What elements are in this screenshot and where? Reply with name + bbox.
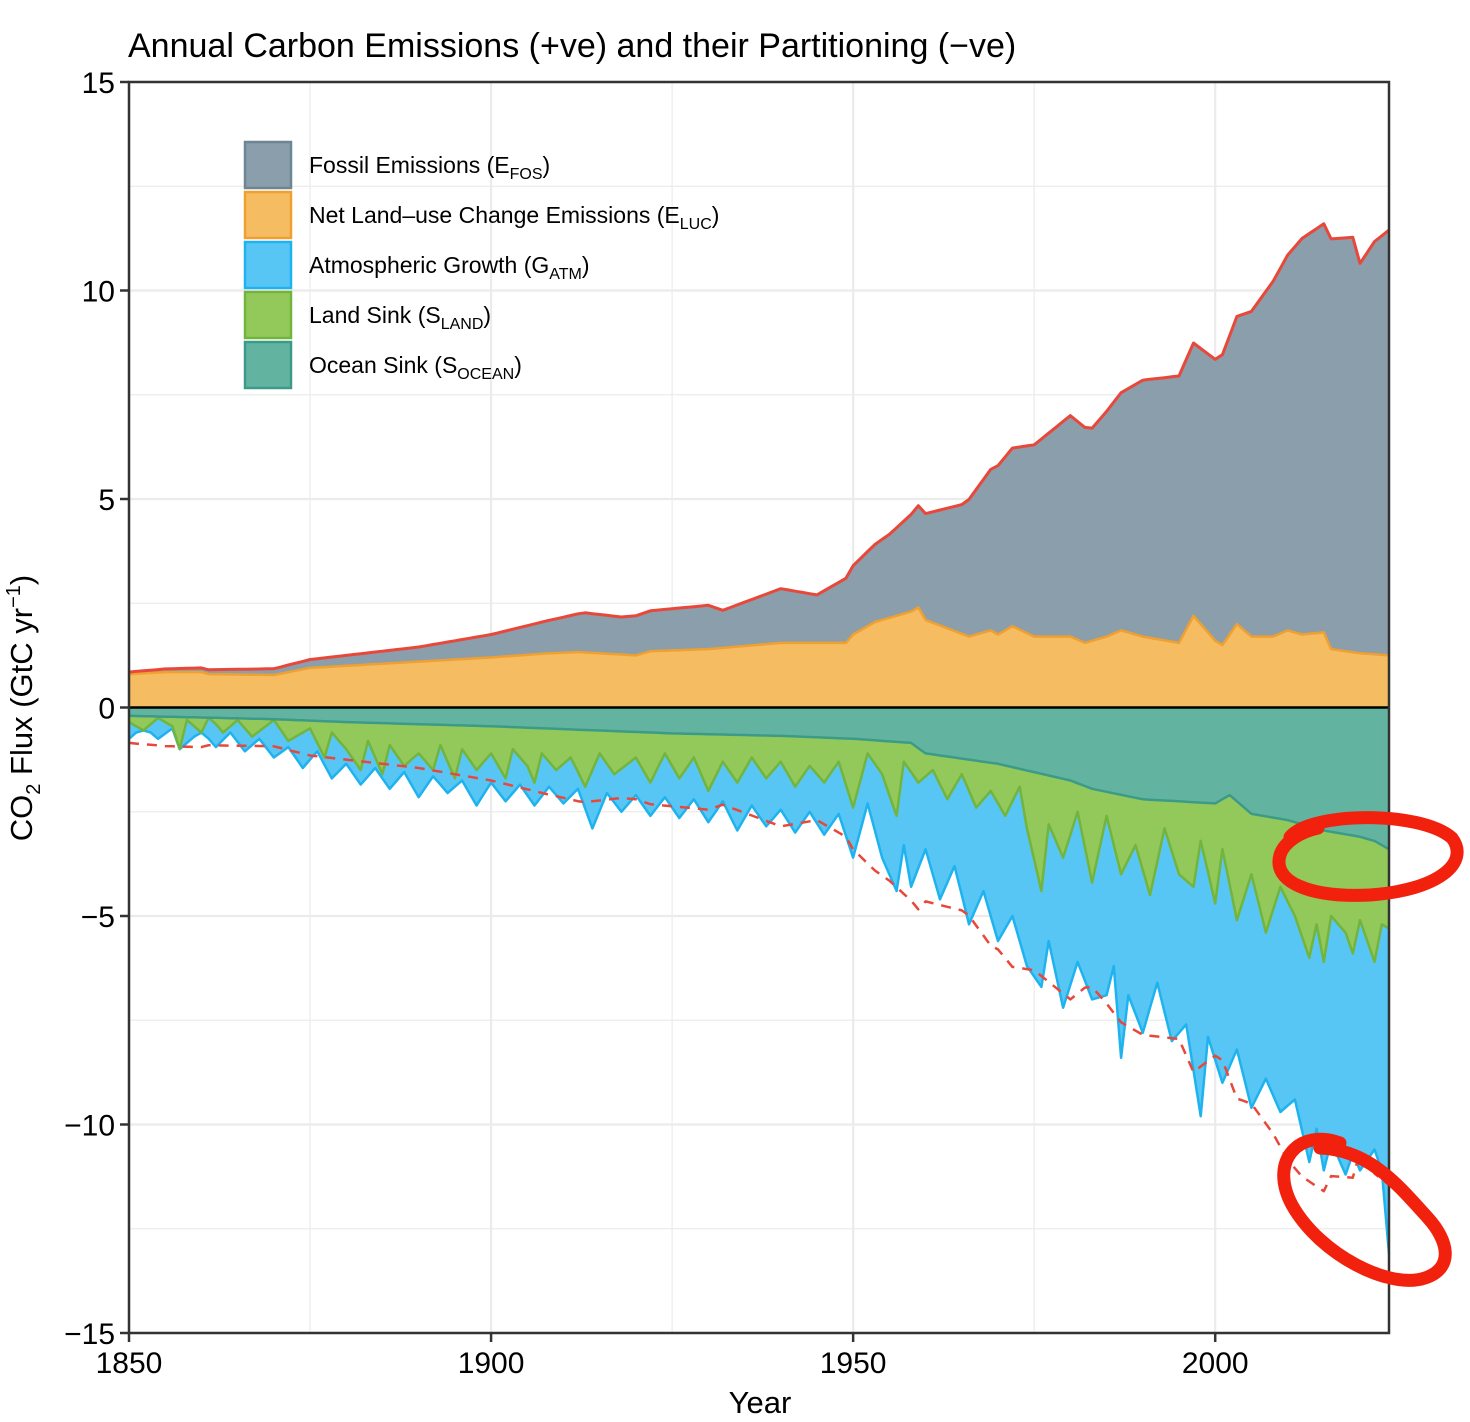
series-lines [128,222,1391,1254]
area-eluc [129,607,1389,708]
legend-label-close: ) [582,252,590,278]
legend-label-close: ) [712,202,720,228]
red-circle-ocean-sink [1272,811,1464,902]
legend: Fossil Emissions (EFOS)Net Land–use Chan… [243,140,719,390]
legend-label-close: ) [483,302,491,328]
y-tick-label: 10 [82,276,115,309]
line-sland-edge [128,716,1390,964]
legend-label-sub: FOS [510,166,543,183]
x-tick-label: 1950 [820,1347,887,1380]
legend-label-sland: Land Sink (SLAND) [309,302,491,333]
legend-label-gatm: Atmospheric Growth (GATM) [309,252,590,283]
area-sland [129,715,1389,962]
area-gatm [129,717,1389,1254]
legend-label-efos: Fossil Emissions (EFOS) [309,152,550,183]
stacked-areas [129,223,1389,1254]
y-tick-label: −15 [64,1318,115,1351]
legend-label-sub: ATM [549,266,582,283]
legend-label-eluc: Net Land–use Change Emissions (ELUC) [309,202,719,233]
legend-label-sub: LUC [680,216,712,233]
annotation-red-circles [1272,811,1464,1287]
legend-label-text: Ocean Sink (S [309,352,457,378]
line-total-emissions [128,222,1390,674]
legend-label-text: Fossil Emissions (E [309,152,510,178]
x-tick-label: 1850 [96,1347,163,1380]
y-axis-label-mid: Flux (GtC yr [4,608,39,784]
legend-swatch-socean [243,340,293,390]
y-axis-label-pre: CO [4,795,39,842]
chart-title: Annual Carbon Emissions (+ve) and their … [128,27,1016,65]
legend-label-text: Land Sink (S [309,302,441,328]
legend-swatch-gatm [243,240,293,290]
y-axis-label: CO2 Flux (GtC yr−1) [3,575,45,841]
y-tick-label: −5 [81,901,115,934]
y-axis-label-post: ) [4,575,39,585]
x-tick-label: 2000 [1182,1347,1249,1380]
y-tick-label: 0 [98,693,115,726]
area-socean [129,707,1389,850]
y-tick-label: −10 [64,1110,115,1143]
legend-label-close: ) [514,352,522,378]
line-gatm-edge [128,727,1391,1254]
line-socean-edge [128,714,1390,851]
area-efos [129,223,1389,676]
legend-label-text: Net Land–use Change Emissions (E [309,202,680,228]
legend-label-sub: LAND [441,316,484,333]
y-tick-label: 15 [82,67,115,100]
legend-label-sub: OCEAN [457,366,514,383]
legend-label-socean: Ocean Sink (SOCEAN) [309,352,522,383]
line-eluc-edge [128,606,1390,677]
legend-swatch-sland [243,290,293,340]
legend-label-text: Atmospheric Growth (G [309,252,549,278]
legend-swatch-efos [243,140,293,190]
legend-swatch-eluc [243,190,293,240]
x-axis-label: Year [729,1385,792,1420]
red-circle-atm-growth [1277,1132,1452,1287]
legend-label-close: ) [543,152,551,178]
y-axis-label-sub: 2 [23,784,45,795]
y-axis-label-sup: −1 [3,585,25,608]
y-tick-label: 5 [98,484,115,517]
x-tick-label: 1900 [458,1347,525,1380]
